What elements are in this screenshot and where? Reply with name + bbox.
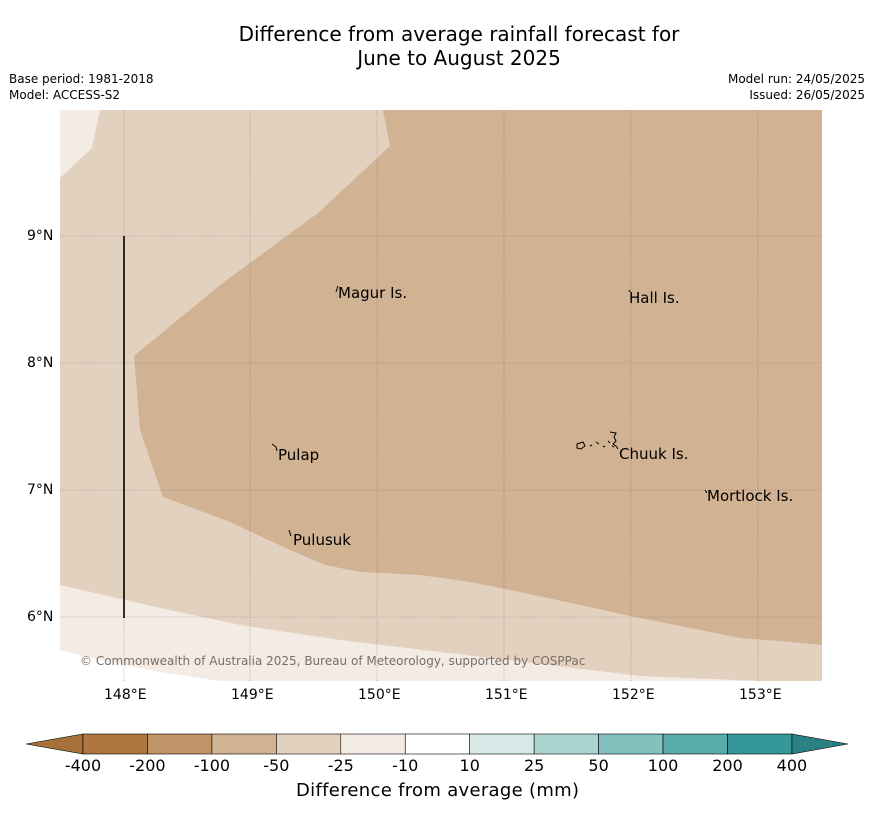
colorbar-label: Difference from average (mm) (296, 780, 580, 801)
colorbar-segment (598, 733, 664, 755)
mortlock-island-shape (704, 489, 708, 494)
colorbar-segment (469, 733, 535, 755)
lon-label-148e: 148°E (104, 687, 147, 703)
colorbar-tick-label: 25 (523, 756, 545, 775)
colorbar-segment (727, 733, 793, 755)
place-label-mortlock: Mortlock Is. (707, 487, 794, 505)
colorbar-tick-label: 400 (776, 756, 808, 775)
base-period-text: Base period: 1981-2018 (9, 72, 154, 86)
lon-label-152e: 152°E (612, 687, 655, 703)
colorbar-tick-label: -100 (193, 756, 231, 775)
copyright-text: © Commonwealth of Australia 2025, Bureau… (80, 654, 586, 668)
white-region-bottom (60, 650, 220, 681)
colorbar-segment (147, 733, 213, 755)
pale-region-top-left (60, 110, 100, 178)
model-run-text: Model run: 24/05/2025 (727, 72, 865, 86)
colorbar-segment (276, 733, 342, 755)
meta-right: Model run: 24/05/2025 Issued: 26/05/2025 (728, 71, 865, 103)
colorbar-tick-label: 200 (712, 756, 743, 775)
colorbar-tick-label: -50 (263, 756, 290, 775)
lon-label-150e: 150°E (358, 687, 401, 703)
colorbar-tick-label: -200 (129, 756, 166, 775)
lon-label-151e: 151°E (485, 687, 528, 703)
pale-region-bottom (60, 585, 822, 681)
issued-text: Issued: 26/05/2025 (749, 88, 865, 102)
model-text: Model: ACCESS-S2 (9, 88, 121, 102)
lon-label-149e: 149°E (231, 687, 274, 703)
place-label-pulusuk: Pulusuk (293, 531, 351, 549)
lon-label-153e: 153°E (739, 687, 782, 703)
dry-region-main (134, 110, 822, 645)
place-label-hall: Hall Is. (629, 289, 680, 307)
chuuk-islands-shape (576, 431, 619, 450)
map-title: Difference from average rainfall forecas… (0, 22, 873, 70)
lat-label-8n: 8°N (27, 355, 54, 371)
colorbar-segment (211, 733, 277, 755)
lat-label-6n: 6°N (27, 609, 54, 625)
lat-label-9n: 9°N (27, 228, 54, 244)
islands (271, 285, 708, 537)
colorbar-tick-label: 50 (588, 756, 609, 775)
colorbar-tick-label: 100 (647, 756, 679, 775)
title-line-2: June to August 2025 (357, 46, 561, 70)
meta-left: Base period: 1981-2018 Model: ACCESS-S2 (9, 71, 154, 103)
lat-label-7n: 7°N (27, 482, 54, 498)
place-label-pulap: Pulap (278, 446, 320, 464)
pulusuk-island-shape (288, 529, 292, 537)
colorbar-segment (82, 733, 148, 755)
title-line-1: Difference from average rainfall forecas… (238, 22, 680, 46)
pulap-island-shape (271, 443, 278, 452)
colorbar-segment (662, 733, 728, 755)
colorbar-segment (533, 733, 599, 755)
magur-island-shape (335, 285, 339, 293)
colorbar-tick-label: 10 (459, 756, 480, 775)
place-label-magur: Magur Is. (338, 284, 408, 302)
colorbar-segment (340, 733, 406, 755)
colorbar-tick-label: -25 (327, 756, 354, 775)
colorbar-tick-label: -10 (392, 756, 419, 775)
place-label-chuuk: Chuuk Is. (619, 445, 689, 463)
colorbar-tick-label: -400 (64, 756, 102, 775)
hall-island-shape (628, 289, 631, 293)
colorbar-extend-low (25, 733, 84, 755)
colorbar-segment (404, 733, 470, 755)
colorbar-extend-high (791, 733, 849, 755)
